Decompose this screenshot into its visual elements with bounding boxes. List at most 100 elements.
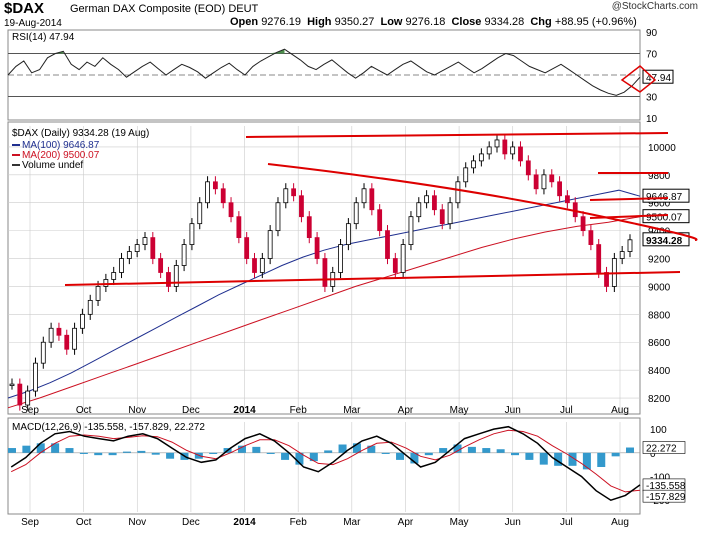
rsi-tick-label: 70	[646, 50, 658, 61]
macd-histogram-bar	[22, 445, 31, 453]
open-label: Open	[230, 16, 259, 28]
macd-value-label: -157.829	[646, 492, 686, 503]
legend-entry: MA(100) 9646.87	[22, 140, 100, 151]
price-candle	[40, 341, 46, 364]
price-candle	[471, 160, 476, 169]
month-label: Jun	[505, 405, 521, 416]
rsi-legend: RSI(14) 47.94	[12, 32, 75, 43]
price-candle	[580, 216, 586, 232]
macd-month-label: May	[450, 517, 469, 528]
price-candle	[533, 174, 539, 190]
price-candle	[291, 188, 297, 197]
open-value: 9276.19	[261, 16, 301, 28]
price-candle	[80, 313, 85, 329]
price-candle	[619, 251, 625, 259]
macd-month-label: Apr	[398, 517, 414, 528]
rsi-tick-label: 10	[646, 114, 658, 125]
macd-histogram-bar	[295, 452, 304, 465]
macd-month-label: Aug	[611, 517, 629, 528]
watermark[interactable]: @StockCharts.com	[611, 1, 698, 12]
chart-symbol: $DAX	[4, 0, 45, 17]
macd-histogram-bar	[381, 452, 390, 454]
price-candle	[72, 327, 77, 350]
macd-month-label: Dec	[182, 517, 200, 528]
rsi-tick-label: 30	[646, 93, 658, 104]
month-label: Dec	[182, 405, 200, 416]
macd-histogram-bar	[65, 448, 74, 453]
price-candle	[150, 237, 156, 259]
macd-value-label: 22.272	[646, 444, 677, 455]
price-candle	[158, 258, 164, 273]
price-candle	[439, 209, 445, 225]
macd-histogram-bar	[554, 452, 563, 466]
month-label: Feb	[290, 405, 308, 416]
macd-month-label: 2014	[233, 517, 256, 528]
macd-month-label: Jul	[560, 517, 573, 528]
macd-layer: MACD(12,26,9) -135.558, -157.829, 22.272…	[8, 422, 686, 528]
price-candle	[486, 146, 492, 155]
price-candle	[572, 202, 578, 218]
price-candle	[134, 244, 140, 252]
macd-month-label: Jun	[505, 517, 521, 528]
price-candle	[377, 209, 383, 232]
price-candle	[33, 362, 38, 392]
rsi-circle-annotation	[620, 65, 657, 93]
macd-histogram-bar	[367, 445, 376, 453]
legend-entry: Volume undef	[22, 160, 83, 171]
price-tick-label: 9800	[648, 171, 671, 182]
macd-histogram-bar	[410, 452, 419, 464]
price-candle	[596, 244, 602, 273]
price-candle	[627, 239, 633, 252]
price-candle	[518, 146, 523, 162]
rsi-last-value: 47.94	[646, 73, 671, 84]
price-candle	[424, 195, 430, 204]
macd-legend: MACD(12,26,9) -135.558, -157.829, 22.272	[12, 422, 205, 433]
price-candle	[197, 202, 203, 225]
price-candle	[369, 188, 375, 211]
macd-histogram-bar	[51, 443, 60, 453]
macd-histogram-bar	[597, 452, 606, 467]
macd-tick-label: -100	[650, 472, 670, 483]
annotation-layer	[64, 65, 698, 286]
price-candle	[565, 195, 570, 204]
price-candle	[87, 299, 93, 315]
price-candle	[103, 279, 109, 287]
macd-histogram-bar	[309, 452, 318, 462]
macd-histogram-bar	[36, 443, 45, 453]
legend-entry: MA(200) 9500.07	[22, 150, 100, 161]
price-candle	[432, 195, 437, 211]
macd-histogram-bar	[568, 452, 577, 466]
month-label: Sep	[21, 405, 39, 416]
price-candle	[353, 202, 359, 225]
macd-histogram-bar	[352, 443, 361, 453]
month-label: Apr	[398, 405, 414, 416]
price-candle	[306, 216, 312, 239]
price-candle	[557, 181, 562, 197]
price-candle	[212, 181, 218, 190]
price-candle	[549, 174, 555, 183]
price-candle	[181, 244, 187, 266]
price-candle	[17, 383, 23, 406]
price-candle	[338, 244, 343, 273]
resistance-line	[245, 132, 669, 138]
price-candle	[408, 216, 414, 245]
price-tick-label: 8400	[648, 366, 671, 377]
price-tick-label: 10000	[648, 143, 676, 154]
chg-value: +88.95 (+0.96%)	[554, 16, 637, 28]
macd-value-label: -135.558	[646, 481, 686, 492]
price-candle	[525, 160, 531, 176]
macd-histogram-bar	[396, 452, 405, 460]
price-candle	[259, 258, 265, 273]
price-label: 9500.07	[646, 213, 683, 224]
price-candle	[322, 258, 328, 287]
macd-month-label: Feb	[290, 517, 308, 528]
price-tick-label: 9200	[648, 255, 671, 266]
price-candle	[510, 146, 516, 155]
macd-line	[10, 425, 641, 502]
chart-instrument-name: German DAX Composite (EOD) DEUT	[70, 3, 259, 15]
macd-value-box	[642, 441, 686, 454]
price-candle	[400, 244, 406, 273]
price-candle	[275, 202, 281, 232]
month-label: Aug	[611, 405, 629, 416]
